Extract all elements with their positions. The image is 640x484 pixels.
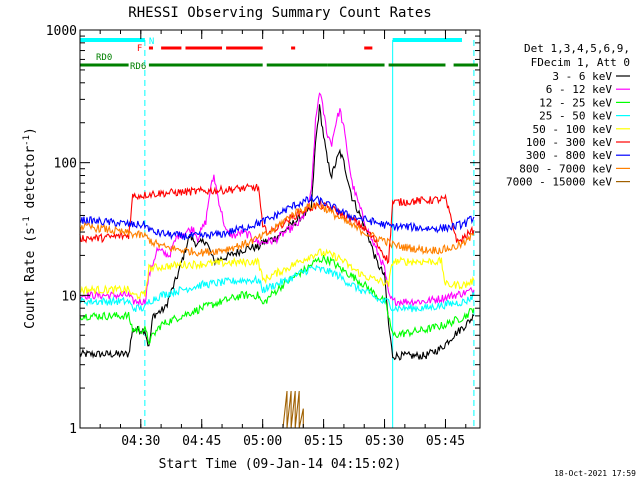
plot-series [79,92,475,429]
y-tick-label: 10 [61,289,77,304]
axes: 1 10 100 1000 04:30 04:45 05:00 05:15 05:30 05:45 [46,24,481,449]
series-line [79,92,475,308]
series-line [79,248,475,300]
flags-area: NF RD0 RD6 [79,37,478,428]
y-tick-label: 1000 [46,24,77,39]
series-line [79,194,475,241]
y-axis-label: Count Rate (s-1 detector-1) [22,127,38,329]
y-tick-label: 1 [69,422,77,437]
x-axis-label: Start Time (09-Jan-14 04:15:02) [159,457,402,472]
legend-header: Det 1,3,4,5,6,9, [524,42,630,55]
legend-entry: 7000 - 15000 keV [506,176,612,189]
plot-frame [79,29,481,429]
series-line [79,182,475,265]
series-line [79,104,475,361]
x-tick-label: 05:45 [426,434,465,449]
series-line [79,264,475,313]
y-tick-label: 100 [54,157,77,172]
legend-entry: 300 - 800 keV [526,149,612,162]
x-tick-label: 05:30 [365,434,404,449]
series-line [79,201,475,257]
flag-label-rd6: RD6 [130,62,146,72]
legend-entry: 25 - 50 keV [539,110,612,123]
x-tick-label: 05:00 [243,434,282,449]
flag-label-f: F [137,44,142,54]
series-line [79,254,475,345]
legend-entry: 12 - 25 keV [539,96,612,109]
x-tick-label: 05:15 [304,434,343,449]
legend-entry: 100 - 300 keV [526,136,612,149]
x-tick-label: 04:45 [182,434,221,449]
flag-label-n: N [149,37,154,47]
timestamp: 18-Oct-2021 17:59 [554,469,636,478]
legend-entry: 800 - 7000 keV [519,162,612,175]
legend-entry: 50 - 100 keV [533,123,613,136]
x-tick-label: 04:30 [121,434,160,449]
flag-label-rd0: RD0 [96,53,112,63]
chart-title: RHESSI Observing Summary Count Rates [128,5,431,21]
legend-header: FDecim 1, Att 0 [531,56,630,69]
series-line [282,390,304,429]
legend-entry: 3 - 6 keV [552,70,612,83]
legend: Det 1,3,4,5,6,9,FDecim 1, Att 03 - 6 keV… [506,42,630,189]
legend-entry: 6 - 12 keV [546,83,613,96]
